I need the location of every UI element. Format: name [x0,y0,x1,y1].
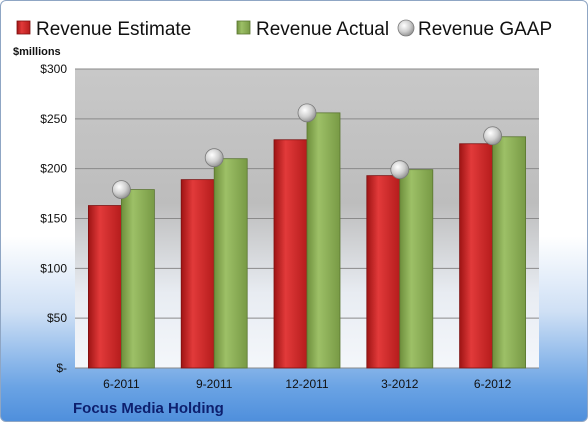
legend: Revenue Estimate Revenue Actual Revenue GA… [16,19,552,40]
y-axis-ticks: $- $50 $100 $150 $200 $250 $300 [40,62,67,375]
company-name: Focus Media Holding [73,400,224,417]
bar-revenue-actual [121,189,155,369]
y-tick-label: $250 [40,112,67,126]
marker-revenue-gaap [297,103,317,123]
bar-revenue-estimate [273,139,308,369]
gaap-markers [112,103,503,199]
y-tick-label: $50 [47,311,67,325]
bars [88,112,527,369]
legend-swatch-revenue-actual [236,20,251,35]
bar-revenue-actual [306,112,341,369]
x-axis-ticks: 6-2011 9-2011 12-2011 3-2012 6-2012 [103,377,511,391]
bar-revenue-actual [213,158,248,369]
y-tick-label: $- [56,361,67,375]
marker-revenue-gaap [204,148,224,168]
unit-label: $millions [13,46,61,58]
y-tick-label: $150 [40,212,67,226]
x-tick-label: 3-2012 [381,377,419,391]
bar-revenue-estimate [459,143,494,369]
bar-revenue-estimate [88,205,122,369]
bar-revenue-actual [492,136,527,369]
legend-label: Revenue Estimate [36,19,191,40]
y-tick-label: $100 [40,261,67,275]
bar-revenue-estimate [180,179,215,369]
y-tick-label: $300 [40,62,67,76]
marker-revenue-gaap [390,160,410,180]
legend-label: Revenue GAAP [418,19,552,40]
x-tick-label: 6-2012 [474,377,512,391]
x-tick-label: 12-2011 [285,377,328,391]
legend-swatch-revenue-gaap [397,19,415,37]
bar-revenue-actual [399,169,434,369]
marker-revenue-gaap [112,180,131,199]
y-tick-label: $200 [40,162,67,176]
x-tick-label: 9-2011 [196,377,233,391]
bar-revenue-estimate [366,175,401,369]
legend-label: Revenue Actual [256,19,389,40]
marker-revenue-gaap [483,126,503,146]
x-tick-label: 6-2011 [103,377,140,391]
legend-swatch-revenue-estimate [16,20,31,35]
